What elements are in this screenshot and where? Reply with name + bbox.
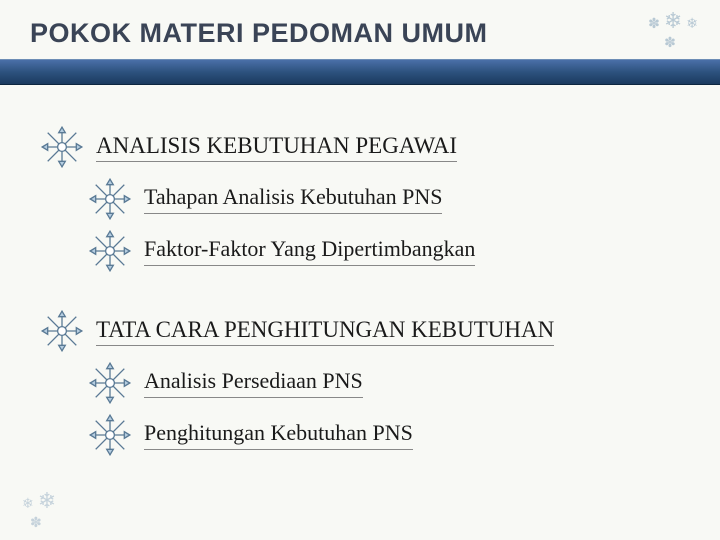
snowflake-icon <box>88 229 132 273</box>
sub-item-row: Analisis Persediaan PNS <box>88 361 690 405</box>
snowflake-icon <box>88 177 132 221</box>
sub-item-row: Faktor-Faktor Yang Dipertimbangkan <box>88 229 690 273</box>
sub-item-text: Analisis Persediaan PNS <box>144 368 363 397</box>
sub-item-row: Tahapan Analisis Kebutuhan PNS <box>88 177 690 221</box>
content-area: ANALISIS KEBUTUHAN PEGAWAI Tahapan Anali… <box>0 85 720 457</box>
page-title: POKOK MATERI PEDOMAN UMUM <box>30 18 720 49</box>
header: POKOK MATERI PEDOMAN UMUM <box>0 0 720 49</box>
sub-item-text: Penghitungan Kebutuhan PNS <box>144 420 413 449</box>
decor-snowflakes-top: ✽❄❄ ✽ <box>646 8 700 52</box>
sub-item-text: Tahapan Analisis Kebutuhan PNS <box>144 184 442 213</box>
section-heading-row: ANALISIS KEBUTUHAN PEGAWAI <box>40 125 690 169</box>
snowflake-icon <box>88 413 132 457</box>
sub-item-text: Faktor-Faktor Yang Dipertimbangkan <box>144 236 475 265</box>
section-heading: TATA CARA PENGHITUNGAN KEBUTUHAN <box>96 316 554 347</box>
title-bar <box>0 59 720 85</box>
sub-item-row: Penghitungan Kebutuhan PNS <box>88 413 690 457</box>
snowflake-icon <box>88 361 132 405</box>
snowflake-icon <box>40 309 84 353</box>
decor-snowflakes-bottom: ❄❄ ✽ <box>20 488 58 532</box>
snowflake-icon <box>40 125 84 169</box>
section-heading: ANALISIS KEBUTUHAN PEGAWAI <box>96 132 457 163</box>
section-heading-row: TATA CARA PENGHITUNGAN KEBUTUHAN <box>40 309 690 353</box>
